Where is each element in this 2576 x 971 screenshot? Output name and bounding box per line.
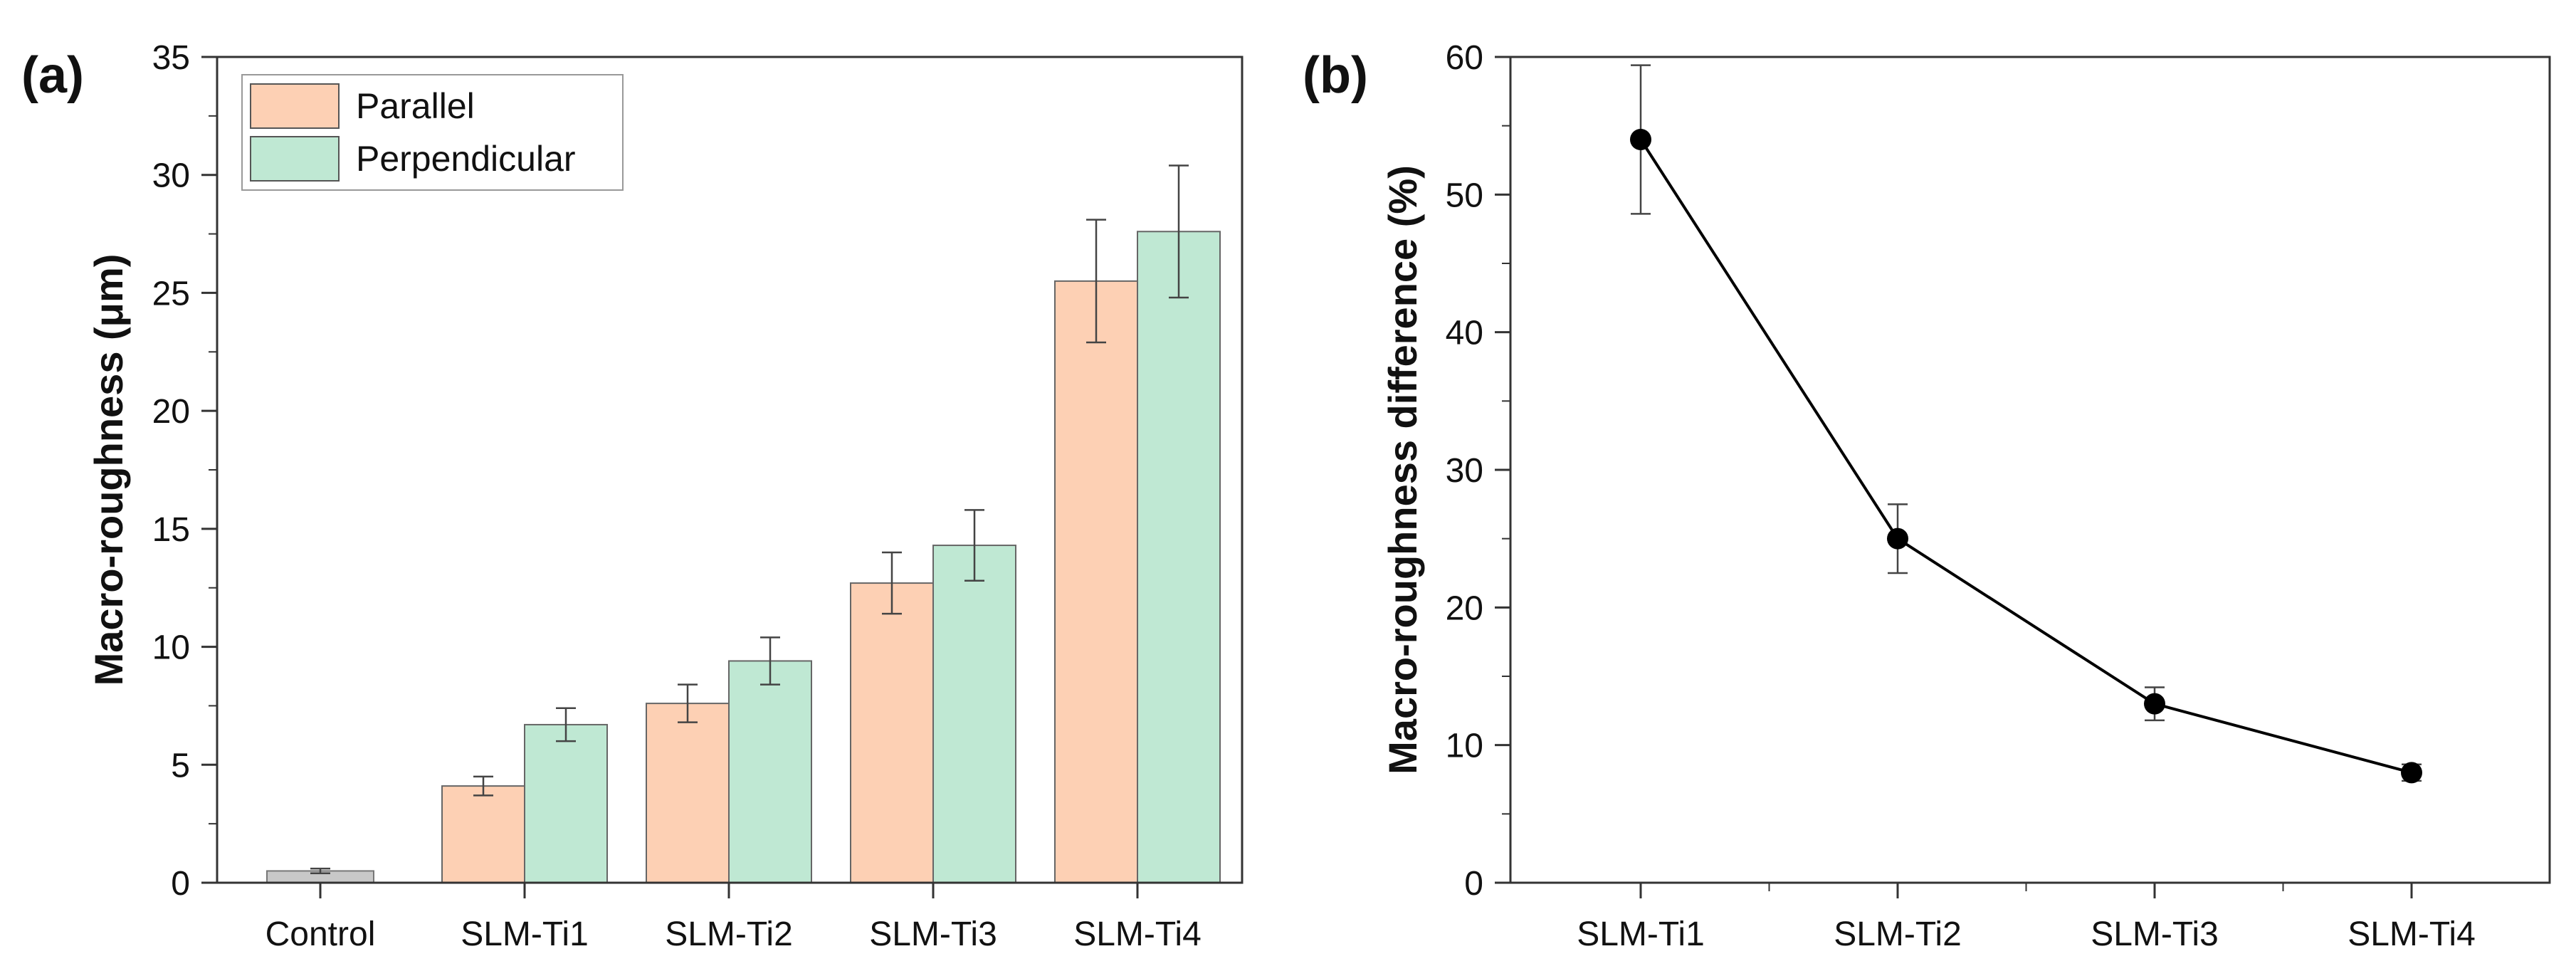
panel-b-x-tick-label-slm-ti1: SLM-Ti1 xyxy=(1577,915,1705,953)
errorbar-perpendicular-slm-ti1 xyxy=(556,707,576,742)
panel-b-y-axis-title: Macro-roughness difference (%) xyxy=(1380,165,1425,775)
panel-a-y-axis-title: Macro-roughness (μm) xyxy=(86,254,131,686)
panel-b-line-chart: (b) Macro-roughness difference (%) 0 10 20… xyxy=(1303,39,2551,953)
series-line-difference xyxy=(1639,138,2412,775)
bar-parallel-slm-ti3 xyxy=(850,582,934,883)
data-point-slm-ti1 xyxy=(1630,129,1651,150)
panel-b-y-tick-label: 40 xyxy=(1446,315,1483,352)
errorbar-perpendicular-slm-ti3 xyxy=(964,509,984,582)
bar-parallel-slm-ti1 xyxy=(441,785,525,883)
panel-a-x-tick-label-slm-ti3: SLM-Ti3 xyxy=(869,915,997,953)
panel-a-y-tick-label: 30 xyxy=(152,157,190,195)
panel-b-x-tick-label-slm-ti2: SLM-Ti2 xyxy=(1834,915,1962,953)
legend-label-perpendicular: Perpendicular xyxy=(356,139,576,179)
bar-perpendicular-slm-ti3 xyxy=(932,545,1016,883)
panel-a-y-tick-label: 20 xyxy=(152,393,190,431)
data-point-slm-ti4 xyxy=(2401,762,2422,784)
errorbar-parallel-slm-ti1 xyxy=(473,775,493,797)
panel-a-x-tick-label-control: Control xyxy=(266,915,376,953)
panel-a-label: (a) xyxy=(21,47,84,104)
panel-a-y-tick-label: 35 xyxy=(152,39,190,77)
panel-a-legend: Parallel Perpendicular xyxy=(241,74,624,191)
errorbar-parallel-slm-ti3 xyxy=(882,551,902,615)
panel-a-plot-frame xyxy=(216,56,1244,884)
panel-b-plot-frame xyxy=(1509,56,2551,884)
bar-parallel-slm-ti2 xyxy=(646,703,730,883)
panel-a-x-tick-label-slm-ti1: SLM-Ti1 xyxy=(461,915,589,953)
errorbar-perpendicular-slm-ti4 xyxy=(1169,164,1189,299)
bar-parallel-slm-ti4 xyxy=(1054,280,1138,884)
panel-b-y-tick-label: 0 xyxy=(1464,865,1483,903)
panel-b-x-tick-label-slm-ti3: SLM-Ti3 xyxy=(2091,915,2219,953)
errorbar-control xyxy=(310,867,330,874)
panel-a-y-tick-label: 10 xyxy=(152,629,190,667)
panel-b-y-tick-label: 60 xyxy=(1446,39,1483,77)
panel-b-x-tick-label-slm-ti4: SLM-Ti4 xyxy=(2348,915,2476,953)
legend-swatch-perpendicular xyxy=(250,136,340,182)
panel-a-y-tick-label: 15 xyxy=(152,511,190,549)
legend-swatch-parallel xyxy=(250,83,340,129)
errorbar-parallel-slm-ti2 xyxy=(678,683,698,723)
legend-label-parallel: Parallel xyxy=(356,86,475,126)
data-point-slm-ti2 xyxy=(1887,528,1908,550)
panel-a-y-tick-label: 25 xyxy=(152,275,190,313)
panel-b-y-tick-label: 50 xyxy=(1446,177,1483,214)
errorbar-parallel-slm-ti4 xyxy=(1086,219,1106,344)
errorbar-perpendicular-slm-ti2 xyxy=(760,636,780,686)
panel-b-y-tick-label: 30 xyxy=(1446,452,1483,490)
panel-b-label: (b) xyxy=(1303,47,1368,104)
panel-b-y-tick-label: 10 xyxy=(1446,728,1483,765)
panel-a-y-tick-label: 5 xyxy=(171,747,190,784)
panel-b-y-tick-label: 20 xyxy=(1446,589,1483,627)
bar-perpendicular-slm-ti1 xyxy=(524,723,608,884)
panel-a-bar-chart: (a) Macro-roughness (μm) 0 5 10 15 20 25 30 35 C… xyxy=(21,39,1244,953)
panel-a-x-tick-label-slm-ti2: SLM-Ti2 xyxy=(665,915,793,953)
panel-a-x-tick-label-slm-ti4: SLM-Ti4 xyxy=(1073,915,1202,953)
bar-perpendicular-slm-ti2 xyxy=(728,660,812,883)
panel-a-y-tick-label: 0 xyxy=(171,865,190,903)
data-point-slm-ti3 xyxy=(2144,693,2165,715)
bar-perpendicular-slm-ti4 xyxy=(1137,231,1221,883)
